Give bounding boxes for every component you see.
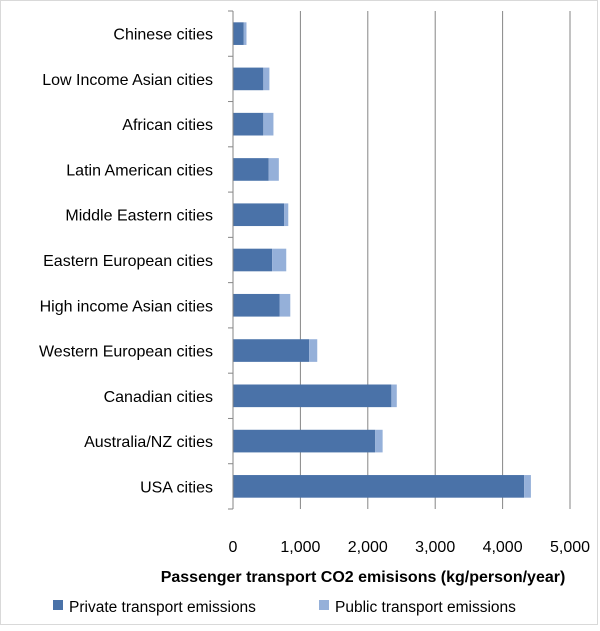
category-label: Chinese cities: [113, 27, 213, 44]
bar-public-6: [279, 293, 291, 317]
legend: Private transport emissions Public trans…: [53, 599, 516, 616]
bar-public-7: [309, 339, 318, 362]
category-label: African cities: [122, 117, 213, 134]
bar-private-8: [233, 384, 392, 408]
bar-private-2: [233, 112, 264, 136]
x-tick-label: 4,000: [483, 539, 523, 556]
bar-private-0: [233, 22, 244, 45]
bar-private-3: [233, 158, 269, 181]
category-label: Western European cities: [39, 344, 213, 361]
x-axis-title: Passenger transport CO2 emisisons (kg/pe…: [161, 569, 566, 586]
bar-private-9: [233, 429, 376, 453]
legend-label-private: Private transport emissions: [69, 599, 256, 616]
legend-swatch-public: [319, 600, 329, 610]
bar-private-1: [233, 67, 264, 91]
bar-public-4: [284, 203, 289, 227]
bar-public-5: [272, 248, 287, 272]
bar-public-2: [263, 112, 274, 136]
category-label: Canadian cities: [104, 389, 213, 406]
x-tick-label: 1,000: [280, 539, 320, 556]
bars: [233, 22, 531, 498]
bar-private-5: [233, 248, 273, 272]
x-tick-label: 3,000: [415, 539, 455, 556]
bar-private-7: [233, 339, 310, 362]
x-tick-label: 5,000: [550, 539, 590, 556]
bar-public-9: [375, 429, 383, 453]
category-label: USA cities: [140, 479, 213, 496]
bar-public-1: [263, 67, 270, 91]
category-label: Middle Eastern cities: [65, 208, 213, 225]
x-tick-labels: 0 1,000 2,000 3,000 4,000 5,000: [229, 539, 591, 556]
bar-private-4: [233, 203, 285, 227]
bar-public-0: [243, 22, 247, 45]
category-label: Australia/NZ cities: [84, 434, 213, 451]
legend-swatch-private: [53, 600, 63, 610]
gridlines: [228, 10, 571, 510]
category-label: Latin American cities: [66, 162, 213, 179]
bar-public-3: [268, 158, 279, 181]
x-tick-label: 0: [229, 539, 238, 556]
bar-public-10: [524, 475, 531, 498]
bar-private-10: [233, 475, 525, 498]
category-label: Low Income Asian cities: [42, 72, 213, 89]
category-labels: Chinese cities Low Income Asian cities Afr…: [39, 27, 213, 497]
x-tick-label: 2,000: [348, 539, 388, 556]
bar-private-6: [233, 293, 280, 317]
category-label: Eastern European cities: [43, 253, 213, 270]
category-label: High income Asian cities: [40, 298, 213, 315]
legend-label-public: Public transport emissions: [335, 599, 516, 616]
bar-public-8: [391, 384, 397, 408]
